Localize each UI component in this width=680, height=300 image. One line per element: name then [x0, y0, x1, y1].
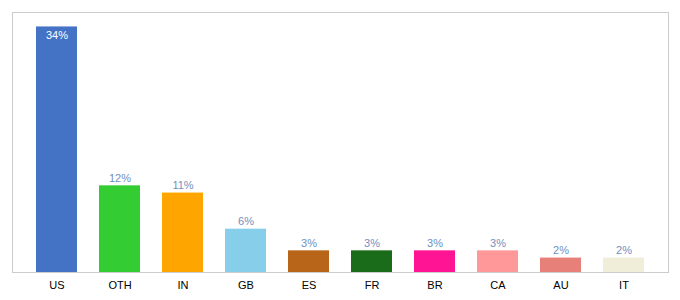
- svg-text:12%: 12%: [109, 172, 131, 184]
- svg-text:US: US: [49, 279, 64, 291]
- svg-text:IN: IN: [178, 279, 189, 291]
- svg-text:34%: 34%: [46, 29, 68, 41]
- svg-text:3%: 3%: [301, 237, 317, 249]
- svg-text:GB: GB: [238, 279, 254, 291]
- svg-text:FR: FR: [365, 279, 380, 291]
- svg-text:OTH: OTH: [108, 279, 131, 291]
- svg-text:3%: 3%: [490, 237, 506, 249]
- svg-text:ES: ES: [302, 279, 317, 291]
- svg-text:3%: 3%: [427, 237, 443, 249]
- svg-text:BR: BR: [427, 279, 442, 291]
- svg-text:6%: 6%: [238, 215, 254, 227]
- svg-text:CA: CA: [490, 279, 506, 291]
- svg-text:2%: 2%: [553, 244, 569, 256]
- svg-text:11%: 11%: [172, 179, 193, 191]
- svg-text:3%: 3%: [364, 237, 380, 249]
- svg-text:IT: IT: [619, 279, 629, 291]
- svg-text:AU: AU: [553, 279, 568, 291]
- svg-text:2%: 2%: [616, 244, 632, 256]
